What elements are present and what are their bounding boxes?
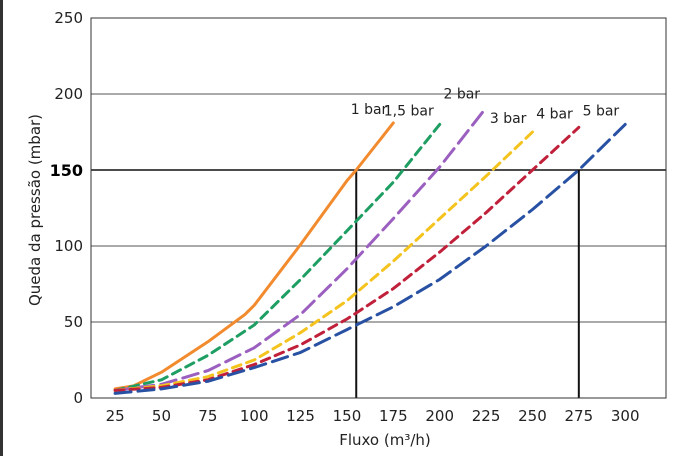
x-tick-label: 50 xyxy=(152,407,171,425)
x-tick-label: 150 xyxy=(333,407,362,425)
x-tick-label: 25 xyxy=(106,407,125,425)
left-border xyxy=(0,0,3,456)
series-line xyxy=(113,121,395,391)
series-label: 3 bar xyxy=(490,111,527,127)
y-tick-label: 50 xyxy=(64,313,83,331)
series-line xyxy=(113,122,627,395)
y-axis-title: Queda da pressão (mbar) xyxy=(26,114,44,306)
plot-frame xyxy=(90,17,667,399)
x-tick-label: 100 xyxy=(240,407,269,425)
x-tick-label: 275 xyxy=(565,407,594,425)
series-label: 5 bar xyxy=(583,103,620,119)
y-tick-label: 200 xyxy=(54,85,83,103)
x-tick-label: 250 xyxy=(518,407,547,425)
gridlines xyxy=(91,93,666,323)
x-tick-label: 175 xyxy=(379,407,408,425)
x-tick-label: 225 xyxy=(472,407,501,425)
series-group xyxy=(113,106,627,395)
x-axis-title: Fluxo (m³/h) xyxy=(339,431,431,449)
series-line xyxy=(113,106,488,392)
x-axis-ticks: 25 50 75 100 125 150 175 200 225 250 275 300 xyxy=(106,407,640,425)
series-line xyxy=(113,122,442,392)
x-tick-label: 125 xyxy=(286,407,315,425)
y-axis-ticks: 0 50 100 200 250 150 xyxy=(50,9,83,407)
reference-lines xyxy=(355,170,580,398)
x-tick-label: 200 xyxy=(425,407,454,425)
y-tick-label: 250 xyxy=(54,9,83,27)
series-label: 1,5 bar xyxy=(384,103,434,119)
x-tick-label: 300 xyxy=(611,407,640,425)
x-tick-label: 75 xyxy=(198,407,217,425)
series-line xyxy=(113,130,534,392)
series-label: 4 bar xyxy=(536,106,573,122)
series-line xyxy=(113,125,581,392)
series-label: 2 bar xyxy=(443,87,480,103)
y-tick-label-highlight: 150 xyxy=(50,161,83,180)
y-tick-label: 0 xyxy=(73,389,83,407)
y-tick-label: 100 xyxy=(54,237,83,255)
series-label: 1 bar xyxy=(351,102,388,118)
